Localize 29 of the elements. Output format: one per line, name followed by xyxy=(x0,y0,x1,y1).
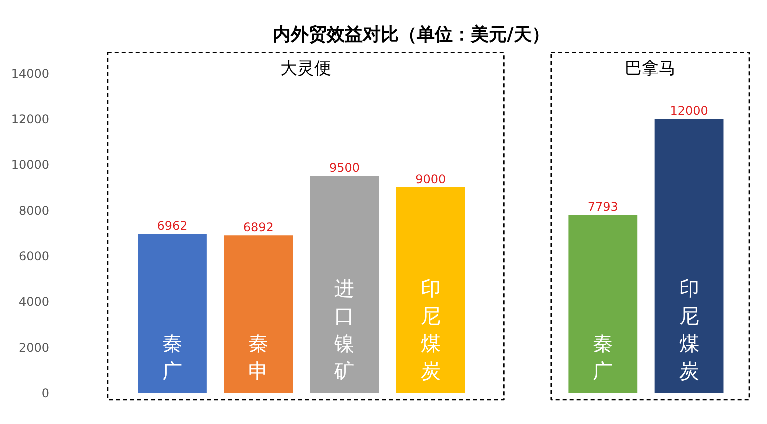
y-tick-label: 14000 xyxy=(11,66,50,81)
data-label: 7793 xyxy=(588,200,618,214)
x-tick-label: 秦广 xyxy=(593,331,614,384)
y-tick-label: 2000 xyxy=(18,340,50,355)
bar xyxy=(396,188,466,394)
bar xyxy=(568,215,638,394)
data-label: 9500 xyxy=(329,161,360,176)
y-tick-label: 0 xyxy=(42,386,50,401)
annotation: 巴拿马 xyxy=(625,58,676,79)
annotation: 大灵便 xyxy=(280,58,332,79)
chart-title: 内外贸效益对比（单位：美元/天） xyxy=(273,24,550,46)
data-label: 6962 xyxy=(157,219,188,234)
x-tick-label: 秦广 xyxy=(162,331,182,384)
bar xyxy=(654,119,724,394)
bar xyxy=(310,176,380,394)
x-tick-label: 进口镍矿 xyxy=(334,276,355,384)
bar xyxy=(138,234,207,394)
y-tick-label: 4000 xyxy=(18,295,50,310)
data-label: 12000 xyxy=(670,104,708,118)
x-tick-label: 秦申 xyxy=(248,331,269,384)
y-tick-label: 8000 xyxy=(18,204,50,218)
y-tick-label: 6000 xyxy=(18,250,50,264)
data-label: 6892 xyxy=(243,220,274,235)
bar xyxy=(224,236,294,394)
data-label: 9000 xyxy=(416,172,446,187)
x-tick-label: 印尼煤炭 xyxy=(420,276,441,384)
y-tick-label: 10000 xyxy=(11,158,50,172)
y-tick-label: 12000 xyxy=(11,112,50,127)
x-tick-label: 印尼煤炭 xyxy=(679,276,700,384)
